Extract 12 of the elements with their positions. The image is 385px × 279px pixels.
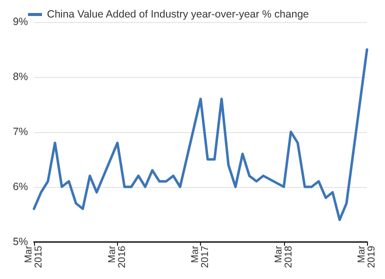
x-tick-label: Mar 2017 [190,245,212,268]
y-tick-label: 9% [12,16,28,28]
x-tick-label: Mar 2019 [356,245,378,268]
x-tick-label: Mar 2018 [273,245,294,268]
y-tick-label: 7% [12,126,28,138]
y-tick-label: 6% [12,180,28,193]
y-tick-label: 8% [12,70,28,83]
legend-label: China Value Added of Industry year-over-year % change [47,8,310,20]
line-series [32,48,368,222]
y-tick-label: 5% [12,236,28,248]
x-tick-label: Mar 2015 [24,245,44,268]
x-tick-label: Mar 2016 [106,245,128,268]
